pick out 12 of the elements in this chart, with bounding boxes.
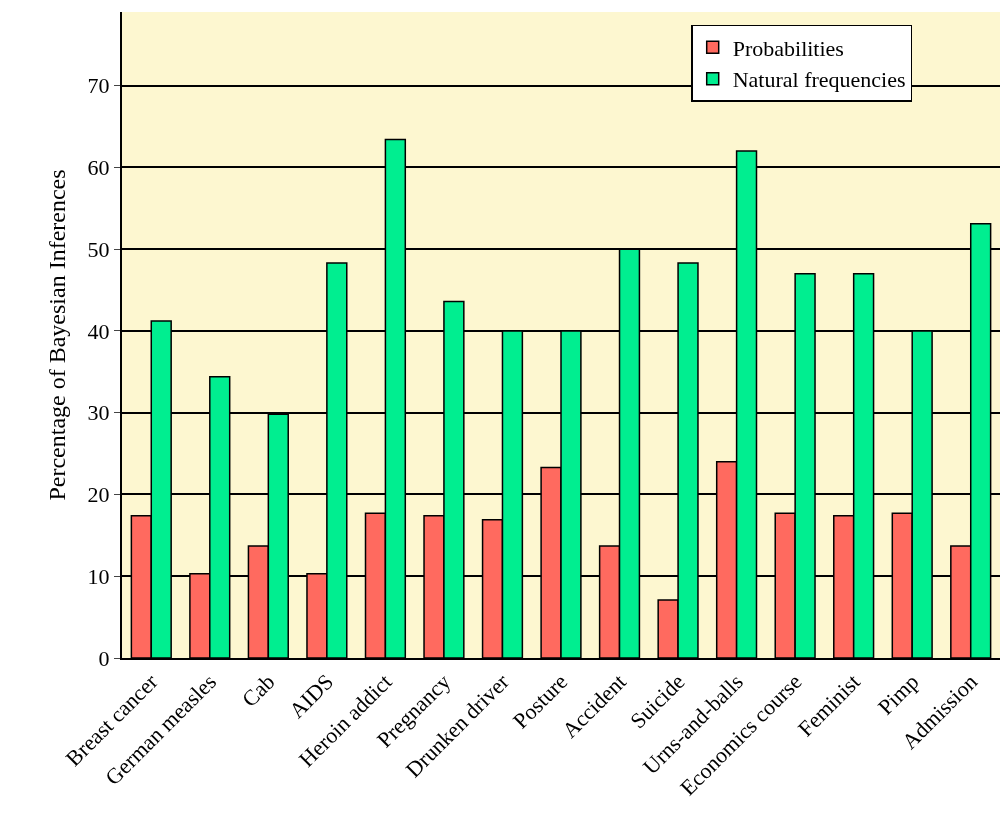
- y-tick-label: 70: [87, 73, 110, 99]
- x-tick-label: Cab: [236, 669, 280, 712]
- y-tick-label: 20: [87, 482, 110, 508]
- y-tick-label: 10: [87, 563, 110, 589]
- legend-label: Probabilities: [732, 35, 844, 61]
- y-axis-title: Percentage of Bayesian Inferences: [44, 169, 71, 501]
- y-tick-label: 40: [87, 318, 110, 344]
- legend-label: Natural frequencies: [732, 67, 906, 93]
- y-tick-label: 50: [87, 236, 110, 262]
- y-tick-label: 0: [98, 645, 110, 671]
- y-tick-label: 60: [87, 155, 110, 181]
- y-tick-label: 30: [87, 400, 110, 426]
